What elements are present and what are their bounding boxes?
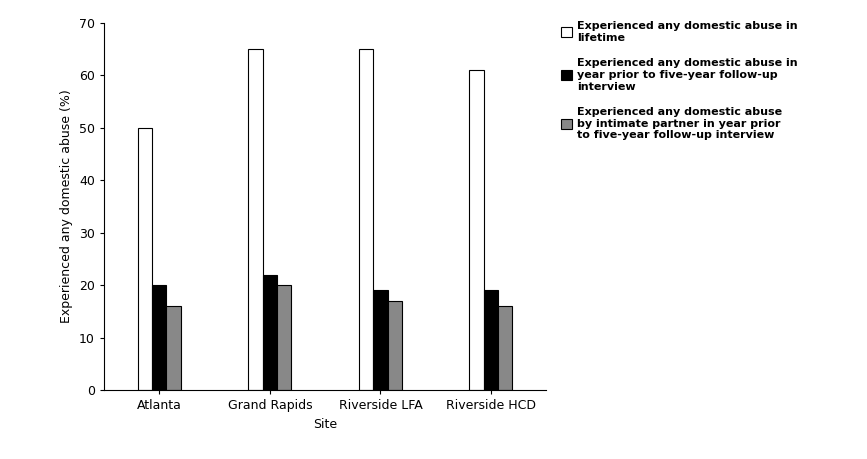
Bar — [469, 70, 484, 390]
Bar — [373, 291, 388, 390]
Bar — [277, 285, 291, 390]
Y-axis label: Experienced any domestic abuse (%): Experienced any domestic abuse (%) — [61, 90, 74, 324]
Bar — [499, 306, 512, 390]
Bar — [248, 49, 263, 390]
Bar — [152, 285, 166, 390]
Bar — [138, 128, 152, 390]
Bar — [263, 275, 277, 390]
Legend: Experienced any domestic abuse in
lifetime, Experienced any domestic abuse in
ye: Experienced any domestic abuse in lifeti… — [561, 21, 798, 140]
Bar — [166, 306, 181, 390]
Bar — [388, 301, 402, 390]
X-axis label: Site: Site — [313, 418, 337, 431]
Bar — [484, 291, 499, 390]
Bar — [359, 49, 373, 390]
